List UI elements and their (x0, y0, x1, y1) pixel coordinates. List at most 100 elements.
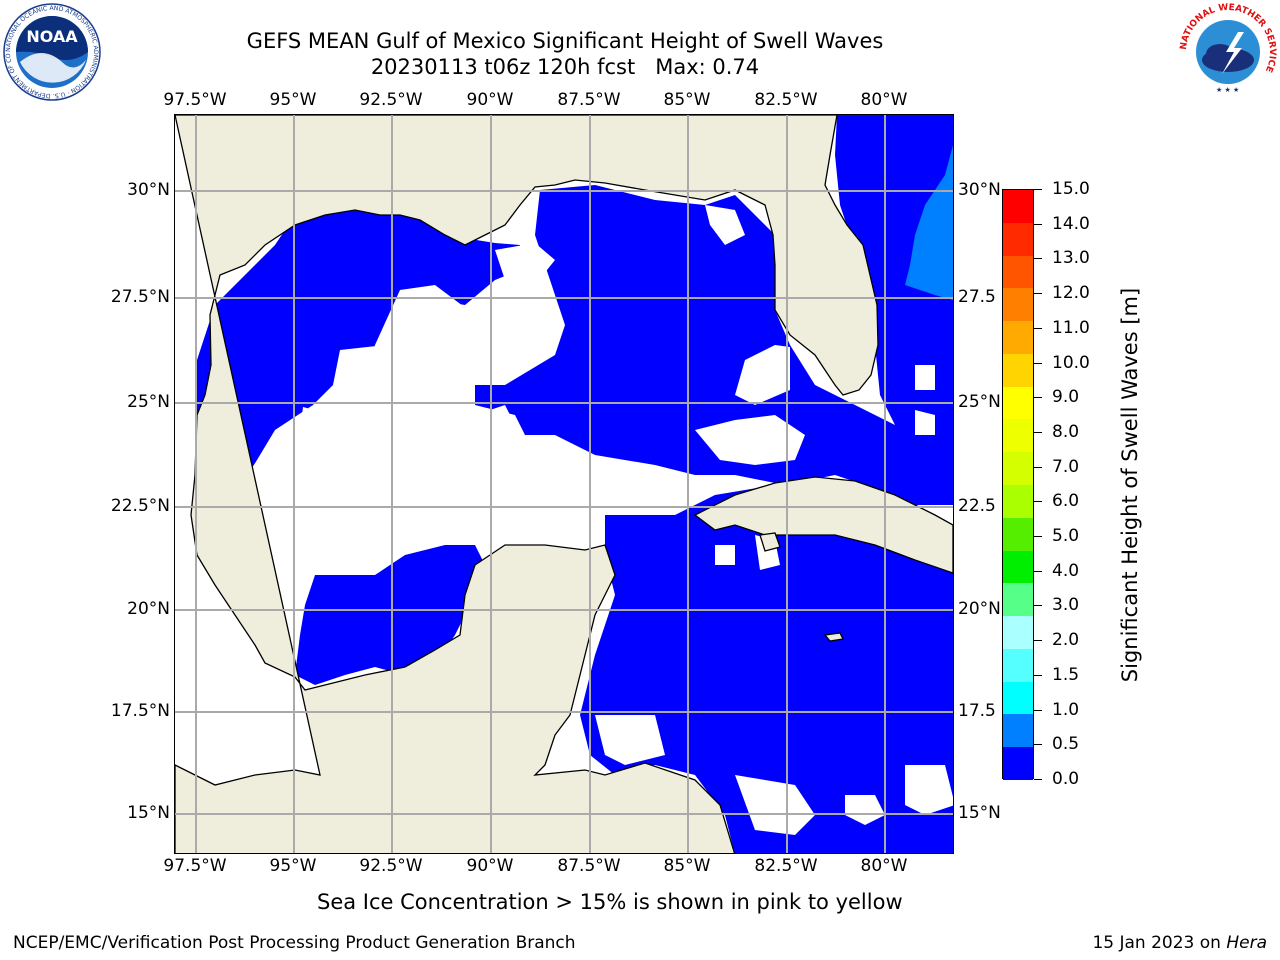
lat-label-left: 20°N (127, 599, 170, 619)
colorbar-tick-label: 9.0 (1052, 387, 1080, 408)
map-panel (174, 114, 954, 854)
colorbar-tick-label: 1.0 (1052, 699, 1080, 720)
colorbar-tick-label: 1.5 (1052, 664, 1080, 685)
colorbar-tick (1034, 466, 1042, 468)
colorbar-tick (1034, 397, 1042, 399)
colorbar-segment (1003, 353, 1033, 388)
nws-logo: NATIONAL WEATHER SERVICE ★ ★ ★ (1179, 3, 1277, 100)
colorbar-tick (1034, 258, 1042, 260)
sea-ice-note: Sea Ice Concentration > 15% is shown in … (317, 890, 903, 914)
lat-label-right: 17.5 (958, 701, 996, 721)
lon-label-top: 87.5°W (557, 90, 621, 110)
colorbar-segment (1003, 747, 1033, 781)
colorbar-segment (1003, 648, 1033, 683)
svg-text:NOAA: NOAA (26, 27, 78, 46)
lat-label-right: 22.5 (958, 496, 996, 516)
svg-text:★ ★ ★: ★ ★ ★ (1216, 86, 1239, 94)
colorbar-tick-label: 15.0 (1052, 179, 1090, 199)
colorbar-tick (1034, 536, 1042, 538)
lon-label-bottom: 92.5°W (359, 856, 423, 876)
lon-label-top: 92.5°W (359, 90, 423, 110)
graticule (175, 115, 953, 853)
colorbar-segment (1003, 386, 1033, 420)
colorbar-tick-label: 5.0 (1052, 526, 1080, 547)
lat-label-left: 17.5°N (110, 701, 170, 721)
colorbar-segment (1003, 222, 1033, 257)
colorbar-segment (1003, 288, 1033, 322)
colorbar-tick-label: 2.0 (1052, 630, 1080, 651)
land-masses (175, 115, 953, 853)
lat-label-right: 30°N (958, 180, 1001, 200)
swell-field-white-patches (365, 205, 953, 835)
chart-title: GEFS MEAN Gulf of Mexico Significant Hei… (246, 29, 884, 53)
lon-label-top: 97.5°W (163, 90, 227, 110)
colorbar-tick-label: 14.0 (1052, 213, 1090, 234)
lon-label-top: 90°W (466, 90, 514, 110)
lat-label-left: 27.5°N (110, 287, 170, 307)
colorbar-tick-label: 0.0 (1052, 769, 1080, 789)
lat-label-right: 25°N (958, 392, 1001, 412)
lon-label-bottom: 80°W (860, 856, 908, 876)
lon-label-bottom: 95°W (269, 856, 317, 876)
lat-label-left: 25°N (127, 392, 170, 412)
lat-label-left: 22.5°N (110, 496, 170, 516)
swell-height-map (175, 115, 953, 853)
colorbar-segment (1003, 616, 1033, 650)
colorbar-tick-label: 10.0 (1052, 352, 1090, 373)
colorbar-segment (1003, 321, 1033, 355)
lon-label-bottom: 82.5°W (754, 856, 818, 876)
lon-label-bottom: 85°W (663, 856, 711, 876)
colorbar-tick-label: 0.5 (1052, 734, 1080, 755)
colorbar-tick-label: 8.0 (1052, 421, 1080, 442)
colorbar-tick (1034, 570, 1042, 572)
colorbar-title: Significant Height of Swell Waves [m] (1118, 287, 1142, 683)
lat-label-right: 20°N (958, 599, 1001, 619)
colorbar-segment (1003, 550, 1033, 584)
colorbar-segment (1003, 681, 1033, 715)
colorbar-segment (1003, 255, 1033, 289)
colorbar-tick-label: 11.0 (1052, 317, 1090, 338)
colorbar-tick-label: 6.0 (1052, 491, 1080, 512)
colorbar-tick (1034, 189, 1042, 190)
footer-credit: NCEP/EMC/Verification Post Processing Pr… (13, 933, 576, 953)
colorbar-segment (1003, 485, 1033, 519)
lat-label-left: 15°N (127, 803, 170, 823)
colorbar-tick (1034, 223, 1042, 225)
colorbar-tick-label: 4.0 (1052, 560, 1080, 581)
colorbar-segment (1003, 419, 1033, 453)
noaa-logo: NATIONAL OCEANIC AND ATMOSPHERIC ADMINIS… (2, 2, 101, 101)
colorbar-tick (1034, 605, 1042, 607)
lon-label-top: 95°W (269, 90, 317, 110)
colorbar-tick-label: 3.0 (1052, 595, 1080, 616)
lon-label-top: 82.5°W (754, 90, 818, 110)
colorbar-tick (1034, 709, 1042, 711)
colorbar-tick-label: 13.0 (1052, 248, 1090, 269)
colorbar-tick (1034, 431, 1042, 433)
colorbar-tick (1034, 640, 1042, 642)
lon-label-bottom: 97.5°W (163, 856, 227, 876)
colorbar-tick (1034, 501, 1042, 503)
lon-label-top: 85°W (663, 90, 711, 110)
footer-date: 15 Jan 2023 on Hera (1092, 933, 1267, 953)
colorbar-tick (1034, 744, 1042, 746)
lat-label-right: 27.5 (958, 287, 996, 307)
colorbar-segment (1003, 452, 1033, 486)
colorbar-tick (1034, 674, 1042, 676)
lon-label-top: 80°W (860, 90, 908, 110)
colorbar-tick (1034, 293, 1042, 295)
colorbar-tick-label: 7.0 (1052, 456, 1080, 477)
colorbar-segment (1003, 583, 1033, 617)
footer-host: Hera (1226, 933, 1267, 953)
chart-subtitle: 20230113 t06z 120h fcst Max: 0.74 (370, 55, 760, 79)
colorbar-segment (1003, 190, 1033, 224)
colorbar-tick (1034, 362, 1042, 364)
lon-label-bottom: 87.5°W (557, 856, 621, 876)
lon-label-bottom: 90°W (466, 856, 514, 876)
colorbar-segment (1003, 714, 1033, 748)
lat-label-right: 15°N (958, 803, 1001, 823)
lat-label-left: 30°N (127, 180, 170, 200)
colorbar-segment (1003, 517, 1033, 552)
colorbar-tick (1034, 779, 1042, 780)
colorbar-tick-label: 12.0 (1052, 283, 1090, 304)
colorbar-tick (1034, 327, 1042, 329)
